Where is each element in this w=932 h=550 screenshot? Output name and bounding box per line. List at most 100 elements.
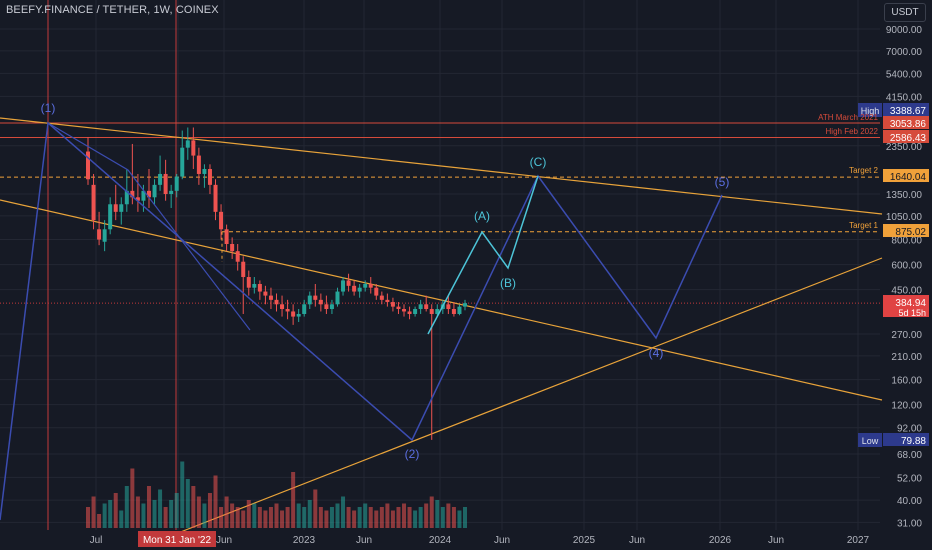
y-tick-label: 600.00 <box>891 261 922 272</box>
y-tick-label: 210.00 <box>891 352 922 363</box>
volume-bar <box>163 507 168 528</box>
candle-body <box>324 304 329 310</box>
volume-bar <box>307 500 312 528</box>
volume-bar <box>263 510 268 528</box>
price-value-label: 3053.86 <box>890 119 927 130</box>
volume-bar <box>346 507 351 528</box>
candle-body <box>207 168 212 185</box>
volume-bar <box>435 500 440 528</box>
candle-body <box>86 151 90 180</box>
volume-bar <box>246 500 251 528</box>
volume-bar <box>230 503 235 528</box>
volume-bar <box>357 507 362 528</box>
x-tick-label: 2024 <box>429 535 452 546</box>
candle-body <box>457 306 462 314</box>
candle-body <box>329 304 334 310</box>
candle-body <box>202 168 207 174</box>
candle-body <box>346 280 351 286</box>
x-tick-label: Jun <box>356 535 372 546</box>
y-tick-label: 92.00 <box>897 424 922 435</box>
wave-label: (4) <box>649 346 664 360</box>
volume-bar <box>141 503 146 528</box>
volume-bar <box>274 503 279 528</box>
y-tick-label: 5400.00 <box>886 69 923 80</box>
y-tick-label: 1050.00 <box>886 212 923 223</box>
volume-bar <box>86 507 90 528</box>
volume-bar <box>158 489 163 528</box>
wave-label: (A) <box>474 209 490 223</box>
candle-body <box>335 291 340 305</box>
volume-bar <box>97 514 102 528</box>
volume-bar <box>219 507 224 528</box>
wave-label: (2) <box>405 447 420 461</box>
candle-body <box>302 304 307 314</box>
y-tick-label: 270.00 <box>891 330 922 341</box>
candle-body <box>268 295 273 300</box>
candle-body <box>230 244 235 252</box>
price-value-label: 1640.04 <box>890 172 927 183</box>
volume-bar <box>207 493 212 528</box>
y-tick-label: 52.00 <box>897 473 922 484</box>
candle-body <box>357 287 362 292</box>
candle-body <box>390 302 395 307</box>
volume-bar <box>146 486 151 528</box>
volume-bar <box>429 496 434 528</box>
volume-bar <box>224 496 229 528</box>
price-marker-box <box>858 433 882 447</box>
currency-selector[interactable]: USDT <box>884 3 926 22</box>
candle-body <box>413 309 418 314</box>
volume-bar <box>280 510 285 528</box>
symbol-title: BEEFY.FINANCE / TETHER, 1W, COINEX <box>6 4 219 16</box>
candle-body <box>158 173 163 185</box>
volume-bar <box>268 507 273 528</box>
x-tick-label: 2026 <box>709 535 732 546</box>
candle-body <box>285 309 290 312</box>
candle-body <box>435 309 440 314</box>
price-value-label: 2586.43 <box>890 133 927 144</box>
volume-bar <box>352 510 357 528</box>
volume-bar <box>413 510 418 528</box>
candle-body <box>146 190 151 198</box>
countdown-label: 5d 15h <box>898 308 926 318</box>
volume-bar <box>191 486 196 528</box>
volume-bar <box>252 503 257 528</box>
candle-body <box>152 184 157 198</box>
candle-body <box>185 140 190 148</box>
price-value-box <box>883 130 929 143</box>
candle-body <box>169 190 174 195</box>
y-tick-label: 31.00 <box>897 518 922 529</box>
y-tick-label: 9000.00 <box>886 25 923 36</box>
volume-bar <box>202 503 207 528</box>
candle-body <box>363 283 368 288</box>
x-cursor-label: Mon 31 Jan '22 <box>143 535 212 546</box>
volume-bar <box>363 503 368 528</box>
candle-body <box>379 295 384 300</box>
candle-body <box>130 190 135 198</box>
candle-body <box>313 295 318 300</box>
volume-bar <box>424 503 429 528</box>
volume-bar <box>135 496 140 528</box>
candle-body <box>252 283 257 288</box>
resistance-trendline <box>0 117 883 215</box>
candle-body <box>257 283 262 292</box>
candle-body <box>368 283 373 288</box>
volume-bar <box>174 493 179 528</box>
volume-bar <box>407 507 412 528</box>
y-tick-label: 160.00 <box>891 376 922 387</box>
candle-body <box>235 251 240 262</box>
candle-body <box>463 303 467 307</box>
volume-bar <box>108 500 113 528</box>
wave-label: (C) <box>530 155 547 169</box>
level-label: Target 2 <box>849 166 878 175</box>
volume-bar <box>335 503 340 528</box>
x-tick-label: Jun <box>494 535 510 546</box>
rising-trendline <box>159 257 883 541</box>
volume-bar <box>196 496 201 528</box>
candle-body <box>97 229 102 240</box>
candle-body <box>446 304 451 310</box>
volume-bar <box>291 472 296 528</box>
candle-body <box>418 304 423 310</box>
price-value-box <box>883 103 929 116</box>
volume-bar <box>124 486 129 528</box>
